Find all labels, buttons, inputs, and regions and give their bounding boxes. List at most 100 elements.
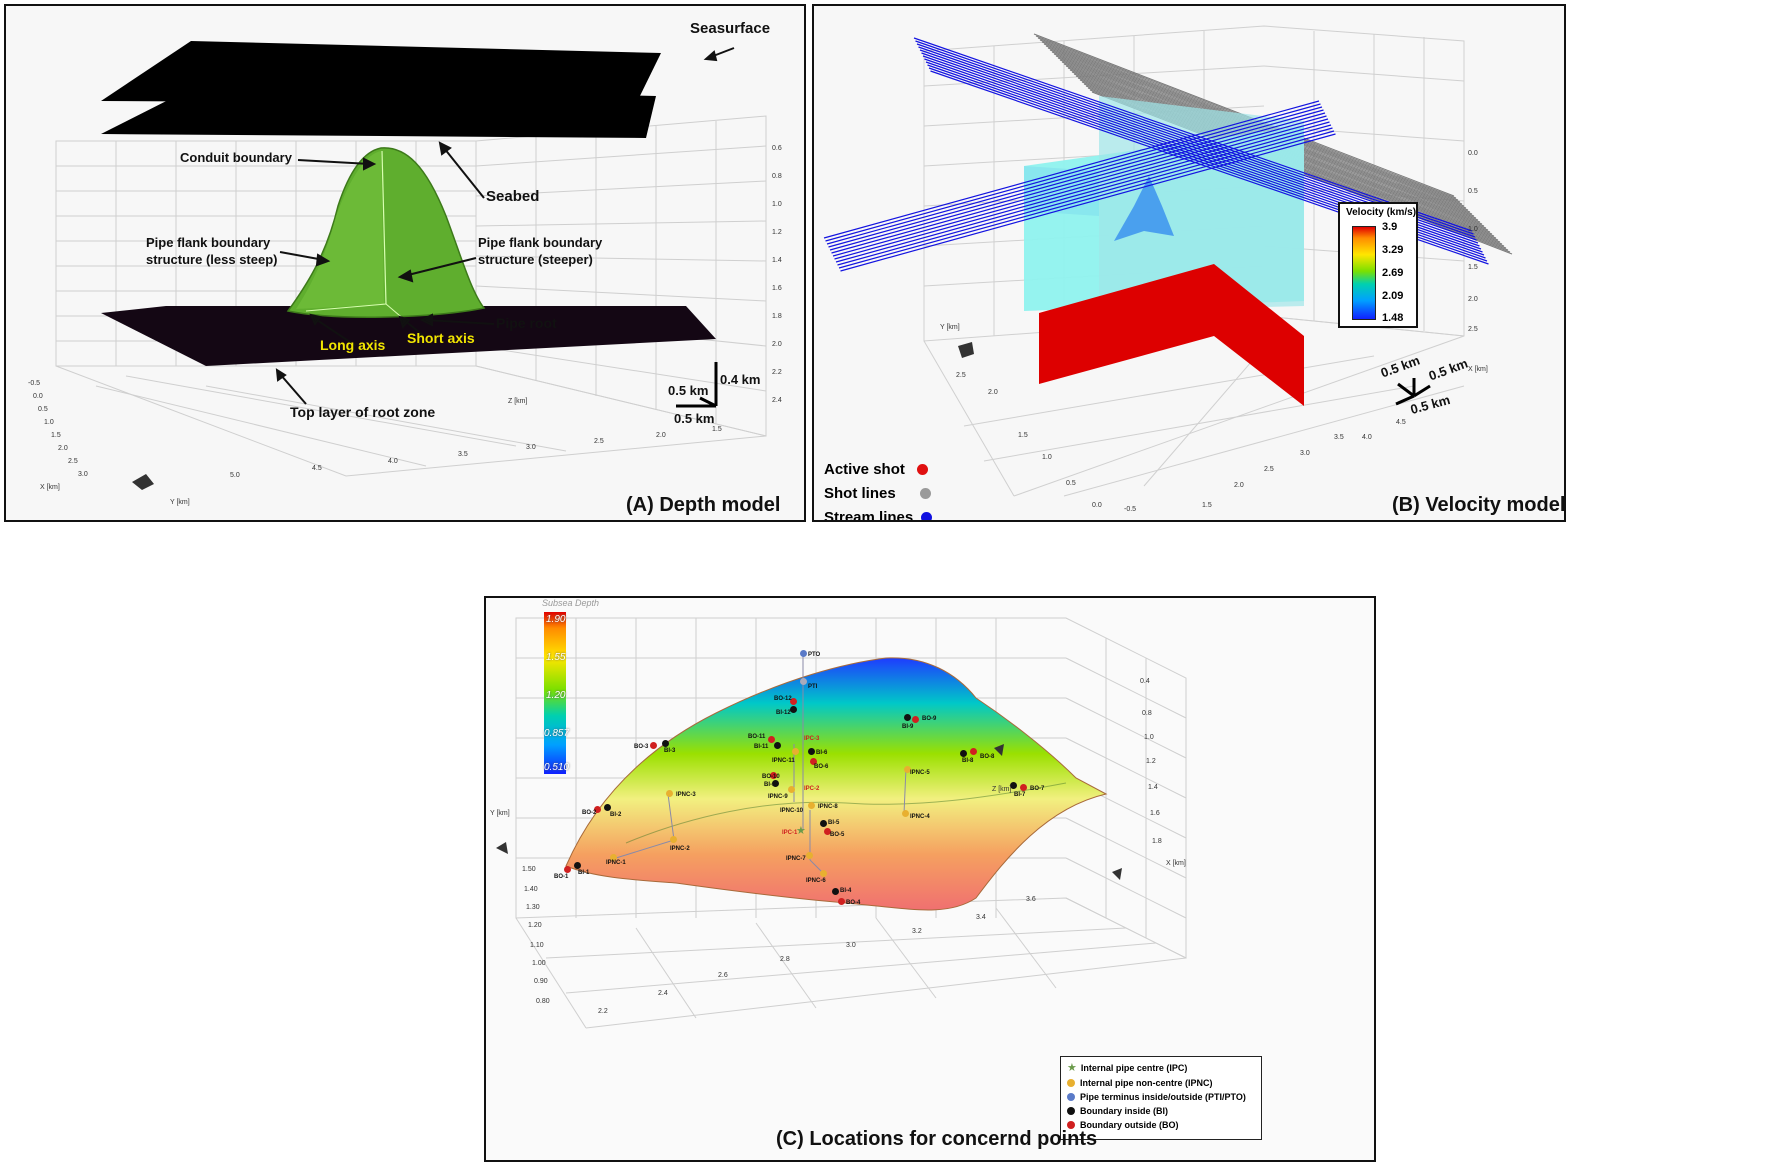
- ipnc-marker-icon: [808, 802, 815, 809]
- locations-caption: (C) Locations for concernd points: [776, 1128, 1098, 1150]
- right-tick-c: 1.4: [1148, 784, 1158, 791]
- point-label: IPNC-11: [772, 758, 795, 764]
- x-tick: 2.5: [68, 458, 78, 465]
- velocity-colorbar-tick: 1.48: [1382, 312, 1404, 324]
- ipnc-marker-icon: [806, 852, 813, 859]
- ipnc-marker-icon: [904, 766, 911, 773]
- point-label: IPNC-9: [768, 794, 788, 800]
- y-tick: 5.0: [230, 472, 240, 479]
- point-label: BO-12: [774, 696, 792, 702]
- pipe-edge-line: [381, 150, 387, 305]
- point-label: BI-1: [578, 870, 590, 876]
- y-tick: 4.5: [312, 465, 322, 472]
- point-label: IPNC-3: [676, 792, 696, 798]
- y-tick: 4.0: [388, 458, 398, 465]
- legend-label: Active shot: [824, 461, 905, 478]
- x-tick: 1.0: [44, 419, 54, 426]
- ipnc-marker-icon: [788, 786, 795, 793]
- legend-label: Boundary outside (BO): [1080, 1120, 1179, 1130]
- ipc-star-icon: ★: [796, 825, 806, 837]
- left-tick-b: 0.0: [1092, 502, 1102, 509]
- depth-model-arrows: [275, 47, 735, 405]
- legend-active-shot: Active shot: [824, 461, 932, 478]
- x-tick: 3.0: [78, 471, 88, 478]
- scale-05-label-b: 0.5 km: [674, 411, 715, 426]
- velocity-model-caption: (B) Velocity model: [1392, 494, 1566, 516]
- surface-fold-line: [625, 782, 1067, 844]
- x-tick: 1.5: [51, 432, 61, 439]
- left-tick-b: 2.5: [956, 372, 966, 379]
- x-tick: 0.0: [33, 393, 43, 400]
- pti-pto-marker-icon: [1067, 1093, 1075, 1101]
- bottom-tick-c: 2.8: [780, 956, 790, 963]
- seabed-label: Seabed: [486, 188, 540, 205]
- z-tick: 2.4: [772, 397, 782, 404]
- left-tick-b: 1.0: [1042, 454, 1052, 461]
- scale-05-label-a: 0.5 km: [668, 383, 709, 398]
- stream-line: [829, 112, 1326, 251]
- z-tick: 1.2: [772, 229, 782, 236]
- depth-model-graphic: [55, 41, 767, 490]
- seasurface-label: Seasurface: [690, 20, 771, 37]
- bo-marker-icon: [824, 828, 831, 835]
- velocity-colorbar-tick: 2.69: [1382, 267, 1404, 279]
- legend-shot-lines: Shot lines: [824, 485, 932, 502]
- stream-line: [834, 121, 1330, 260]
- bottom-tick-c: 2.2: [598, 1008, 608, 1015]
- bi-marker-icon: [772, 780, 779, 787]
- velocity-legend: Active shot Shot lines Stream lines: [824, 461, 933, 522]
- left-tick-c: 0.80: [536, 998, 550, 1005]
- legend-stream-lines: Stream lines: [824, 509, 933, 522]
- top-layer-label: Top layer of root zone: [290, 404, 436, 420]
- right-tick-c: 1.6: [1150, 810, 1160, 817]
- ipnc-marker-icon: [670, 836, 677, 843]
- point-label: PTO: [808, 652, 821, 658]
- orientation-pointer-icon: [132, 474, 154, 490]
- right-tick-b: 0.0: [1468, 150, 1478, 157]
- scale-bar-a: [676, 362, 718, 408]
- bottom-tick-c: 3.0: [846, 942, 856, 949]
- point-label: BI-9: [902, 724, 914, 730]
- right-tick-b: 2.0: [1468, 296, 1478, 303]
- bi-marker-icon: [604, 804, 611, 811]
- velocity-model-graphic: [823, 25, 1513, 497]
- left-tick-c: 0.90: [534, 978, 548, 985]
- point-label: BI-12: [776, 710, 791, 716]
- z-axis-label: Z [km]: [508, 398, 528, 405]
- bo-marker-icon: [838, 898, 845, 905]
- locations-graphic: [496, 617, 1187, 1029]
- y-tick: 2.5: [594, 438, 604, 445]
- point-label: IPNC-1: [606, 860, 626, 866]
- left-tick-c: 1.10: [530, 942, 544, 949]
- ipnc-marker-icon: [610, 854, 617, 861]
- root-zone-layer: [101, 306, 716, 366]
- stream-line: [840, 133, 1336, 272]
- bi-marker-icon: [1010, 782, 1017, 789]
- point-label: IPNC-4: [910, 814, 930, 820]
- left-tick-c: 1.50: [522, 866, 536, 873]
- bi-marker-icon: [904, 714, 911, 721]
- depth-model-panel: Seasurface Seabed Conduit boundary Pipe …: [4, 4, 806, 522]
- orientation-pointer-c2-icon: [994, 744, 1004, 756]
- velocity-slice-red: [1039, 264, 1304, 406]
- stream-lines-marker-icon: [921, 512, 933, 520]
- legend-label: Internal pipe centre (IPC): [1080, 1062, 1188, 1073]
- ipnc-marker-icon: [902, 810, 909, 817]
- bo-marker-icon: [810, 758, 817, 765]
- legend-label: Stream lines: [824, 509, 914, 522]
- pto-marker-icon: [800, 650, 807, 657]
- velocity-colorbar-tick: 3.9: [1382, 221, 1398, 233]
- z-tick: 1.8: [772, 313, 782, 320]
- right-tick-b: 0.5: [1468, 188, 1478, 195]
- legend-ipc: ★ Internal pipe centre (IPC): [1067, 1061, 1255, 1074]
- point-label: BI-10: [764, 782, 779, 788]
- bottom-tick-c: 3.4: [976, 914, 986, 921]
- bottom-tick-b: 2.5: [1264, 466, 1274, 473]
- bo-marker-icon: [770, 772, 777, 779]
- stream-line: [828, 109, 1324, 248]
- ipc-star-icon: ★: [1067, 1062, 1077, 1074]
- velocity-model-panel: Velocity (km/s) 3.9 3.29 2.69 2.09 1.48 …: [812, 4, 1566, 522]
- left-tick-b: 2.0: [988, 389, 998, 396]
- flank-less-steep-label-2: structure (less steep): [146, 252, 278, 267]
- orientation-pointer-b-icon: [958, 342, 974, 358]
